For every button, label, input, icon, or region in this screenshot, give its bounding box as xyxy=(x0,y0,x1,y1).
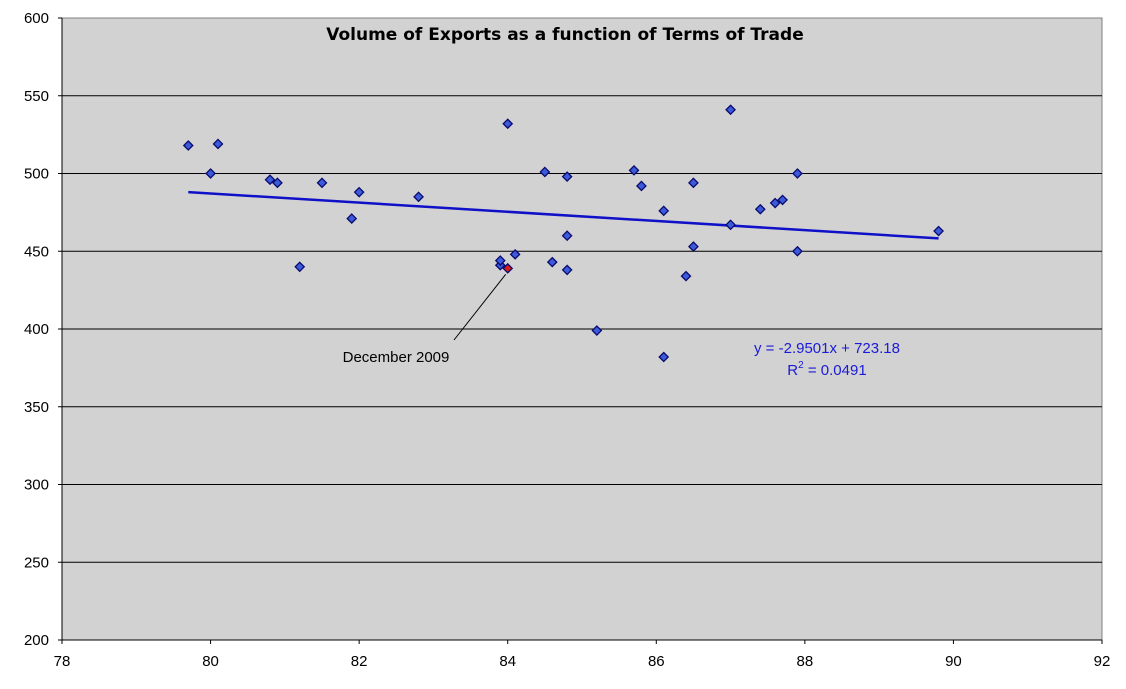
x-tick-label: 86 xyxy=(648,653,665,670)
x-axis-ticks: 78 80 82 84 86 88 90 92 xyxy=(54,640,1111,670)
data-point xyxy=(792,168,803,179)
data-point xyxy=(353,186,365,198)
y-tick-label: 500 xyxy=(24,166,49,183)
data-point xyxy=(413,191,424,203)
x-tick-label: 82 xyxy=(351,653,368,670)
data-point xyxy=(769,197,781,209)
data-point xyxy=(688,241,699,253)
y-tick-label: 350 xyxy=(24,399,49,416)
r2-value: = 0.0491 xyxy=(804,362,867,379)
data-point xyxy=(346,213,358,225)
trendline xyxy=(188,190,939,240)
data-point xyxy=(546,256,558,268)
trendline-equation: y = -2.9501x + 723.18 xyxy=(754,340,900,357)
x-tick-label: 90 xyxy=(945,653,962,670)
data-point xyxy=(725,104,736,116)
trendline-r-squared: R2 = 0.0491 xyxy=(787,360,866,379)
y-tick-label: 450 xyxy=(24,243,49,260)
data-point xyxy=(294,261,306,273)
y-tick-label: 200 xyxy=(24,632,49,649)
y-tick-label: 250 xyxy=(24,554,49,571)
data-point xyxy=(509,248,521,260)
highlight-point xyxy=(502,262,514,274)
y-tick-label: 400 xyxy=(24,321,49,338)
data-point xyxy=(539,166,551,178)
data-point xyxy=(658,205,670,217)
data-point xyxy=(182,140,194,151)
data-point xyxy=(272,177,283,189)
y-tick-label: 550 xyxy=(24,88,49,105)
data-points xyxy=(182,104,944,363)
data-point xyxy=(628,164,640,176)
y-tick-label: 300 xyxy=(24,477,49,494)
x-tick-label: 78 xyxy=(54,653,71,670)
data-point xyxy=(754,203,766,215)
y-axis-ticks: 200 250 300 350 400 450 500 550 600 xyxy=(24,10,62,649)
data-point xyxy=(933,225,944,237)
x-tick-label: 92 xyxy=(1094,653,1111,670)
data-point xyxy=(792,245,803,257)
data-point xyxy=(212,138,224,150)
data-point xyxy=(316,177,328,189)
x-tick-label: 80 xyxy=(202,653,219,670)
x-tick-label: 84 xyxy=(499,653,516,670)
data-point xyxy=(680,270,692,282)
data-point xyxy=(205,168,216,179)
r2-exponent: 2 xyxy=(798,360,804,371)
data-point xyxy=(502,118,514,130)
annotation-leader-line xyxy=(453,274,507,341)
y-tick-label: 600 xyxy=(24,10,49,27)
data-point xyxy=(591,325,603,336)
data-point xyxy=(725,219,736,231)
data-point xyxy=(561,171,573,183)
data-point xyxy=(688,177,699,189)
annotation-label: December 2009 xyxy=(343,349,450,366)
x-tick-label: 88 xyxy=(797,653,814,670)
gridlines xyxy=(62,95,1102,563)
data-point xyxy=(561,230,573,242)
data-point xyxy=(561,264,573,276)
data-point xyxy=(658,351,670,363)
data-point xyxy=(264,174,276,186)
data-point xyxy=(777,194,788,206)
data-point xyxy=(636,180,647,192)
r2-label: R xyxy=(787,362,798,379)
data-point xyxy=(494,255,506,266)
chart-title: Volume of Exports as a function of Terms… xyxy=(326,25,803,45)
